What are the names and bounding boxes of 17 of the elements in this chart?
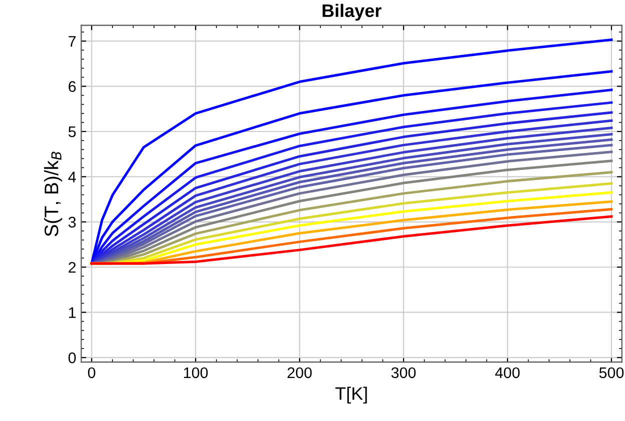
x-tick-label: 400: [495, 367, 520, 378]
x-tick-label: 300: [391, 367, 416, 378]
y-tick-label: 2: [68, 262, 76, 273]
y-tick-label: 4: [68, 172, 76, 182]
y-tick-label: 5: [68, 126, 76, 138]
chart-title: Bilayer: [322, 4, 382, 21]
y-tick-label: 6: [68, 81, 76, 92]
x-tick-label: 200: [288, 367, 312, 378]
x-tick-label: 100: [184, 367, 208, 378]
y-axis-title: S(T, B)/k$_{B}$: [44, 152, 62, 236]
y-tick-label: 7: [68, 36, 76, 47]
y-tick-label: 1: [69, 307, 76, 318]
y-tick-label: 3: [68, 216, 76, 228]
x-tick-label: 500: [599, 367, 624, 378]
x-axis-title: T[K]: [335, 386, 367, 404]
x-tick-label: 0: [88, 367, 96, 378]
y-tick-label: 0: [68, 352, 76, 364]
